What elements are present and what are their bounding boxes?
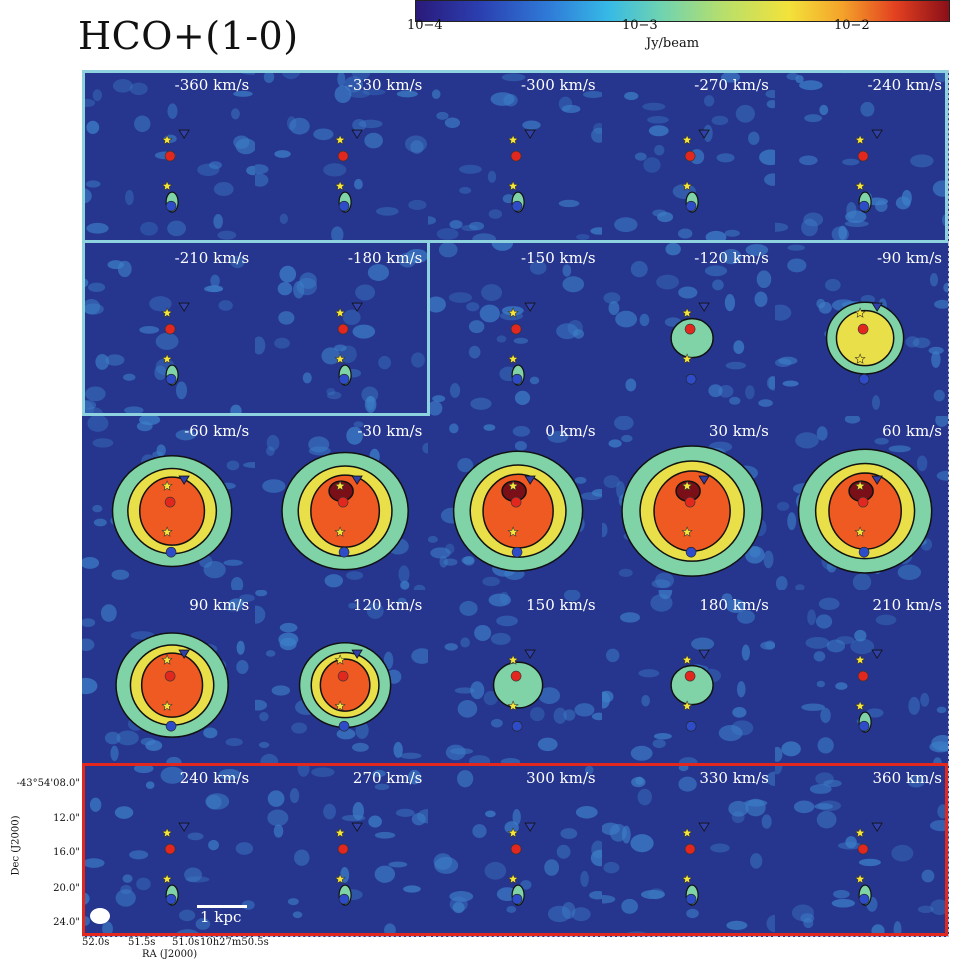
velocity-label: 360 km/s [872, 768, 942, 787]
velocity-label: 60 km/s [882, 422, 942, 441]
velocity-label: -30 km/s [357, 422, 423, 441]
channel-panel: 330 km/s [601, 762, 776, 937]
channel-panel: -210 km/s [82, 243, 257, 418]
channel-panel: -360 km/s [82, 70, 257, 245]
channel-panel: -330 km/s [255, 70, 430, 245]
panel-image [603, 243, 775, 408]
channel-panel: 270 km/s [255, 762, 430, 937]
colorbar-tick-1e-2: 10−2 [834, 18, 870, 33]
colorbar [415, 0, 950, 22]
channel-panel: 120 km/s [255, 589, 430, 764]
velocity-label: -120 km/s [694, 249, 769, 268]
velocity-label: 90 km/s [189, 595, 250, 614]
panel-image [774, 70, 948, 243]
xtick-0: 52.0s [82, 937, 110, 948]
velocity-label: -210 km/s [174, 249, 250, 268]
panel-image [428, 73, 602, 244]
ytick-4: 24.0" [53, 917, 80, 928]
channel-panel: -120 km/s [601, 243, 776, 418]
panel-image [433, 765, 602, 922]
channel-panel: -90 km/s [774, 243, 949, 418]
panel-image [428, 243, 585, 416]
channel-panel: -60 km/s [82, 416, 257, 591]
xtick-2: 51.0s [172, 937, 200, 948]
y-axis-label: Dec (J2000) [10, 815, 22, 876]
channel-panel: 150 km/s [428, 589, 603, 764]
channel-panel: 180 km/s [601, 589, 776, 764]
redshifted-frame [82, 763, 948, 936]
channel-panel: -270 km/s [601, 70, 776, 245]
xtick-1: 51.5s [128, 937, 156, 948]
panel-image [82, 416, 256, 590]
channel-panel: 300 km/s [428, 762, 603, 937]
ytick-1: 12.0" [53, 813, 80, 824]
velocity-label: 300 km/s [526, 768, 596, 787]
velocity-label: 120 km/s [352, 595, 423, 614]
panel-image [255, 589, 429, 763]
colorbar-label: Jy/beam [646, 36, 700, 51]
channel-panel: -240 km/s [774, 70, 949, 245]
channel-panel: 210 km/s [774, 589, 949, 764]
panel-image [82, 255, 245, 417]
velocity-label: -150 km/s [521, 249, 596, 268]
ytick-2: 16.0" [53, 847, 80, 858]
panel-image [601, 416, 774, 589]
colorbar-tick-1e-4: 10−4 [407, 18, 443, 33]
channel-panel: -180 km/s [255, 243, 430, 418]
scale-bar-label: 1 kpc [200, 908, 242, 926]
panel-image [774, 597, 948, 763]
velocity-label: 150 km/s [526, 595, 596, 614]
channel-panel: -30 km/s [255, 416, 430, 591]
x-axis-label: RA (J2000) [142, 949, 198, 960]
panel-image [267, 762, 429, 936]
panel-image [428, 423, 602, 587]
panel-image [613, 71, 775, 244]
velocity-label: 240 km/s [179, 768, 250, 787]
velocity-label: 30 km/s [708, 422, 769, 441]
panel-image [82, 593, 255, 763]
panel-image [774, 762, 948, 936]
velocity-label: 330 km/s [699, 768, 769, 787]
channel-panel: -300 km/s [428, 70, 603, 245]
panel-image [255, 249, 429, 414]
beam-ellipse [90, 908, 110, 924]
channel-panel: -150 km/s [428, 243, 603, 418]
velocity-label: -300 km/s [521, 76, 596, 94]
ytick-0: -43°54'08.0" [16, 778, 80, 789]
panel-image [601, 589, 775, 763]
velocity-label: -180 km/s [347, 249, 423, 268]
panel-image [775, 416, 948, 590]
blueshifted-frame-lower [82, 243, 430, 416]
velocity-label: 270 km/s [352, 768, 423, 787]
panel-image [82, 70, 256, 240]
velocity-label: -240 km/s [867, 76, 942, 94]
blueshifted-frame-top [82, 70, 948, 243]
velocity-label: -270 km/s [694, 76, 769, 94]
panel-image [774, 244, 948, 411]
scale-bar [197, 905, 247, 908]
panel-image [444, 589, 602, 763]
panel-image [601, 763, 775, 936]
velocity-label: 180 km/s [699, 595, 769, 614]
velocity-label: -330 km/s [347, 76, 423, 94]
panel-image [262, 421, 429, 590]
figure-title: HCO+(1-0) [78, 14, 299, 58]
channel-panel: 0 km/s [428, 416, 603, 591]
channel-panel: 30 km/s [601, 416, 776, 591]
channel-map-grid: -360 km/s -330 km/s -300 km/s -270 km/s -240… [82, 70, 949, 937]
channel-panel: 90 km/s [82, 589, 257, 764]
velocity-label: -60 km/s [184, 422, 250, 441]
velocity-label: 210 km/s [872, 595, 942, 614]
velocity-label: -360 km/s [174, 76, 250, 94]
velocity-label: -90 km/s [876, 249, 942, 268]
velocity-label: 0 km/s [545, 422, 596, 441]
channel-panel: 360 km/s [774, 762, 949, 937]
colorbar-tick-1e-3: 10−3 [622, 18, 658, 33]
channel-panel: 60 km/s [774, 416, 949, 591]
xtick-3: 10h27m50.5s [200, 937, 269, 948]
ytick-3: 20.0" [53, 883, 80, 894]
